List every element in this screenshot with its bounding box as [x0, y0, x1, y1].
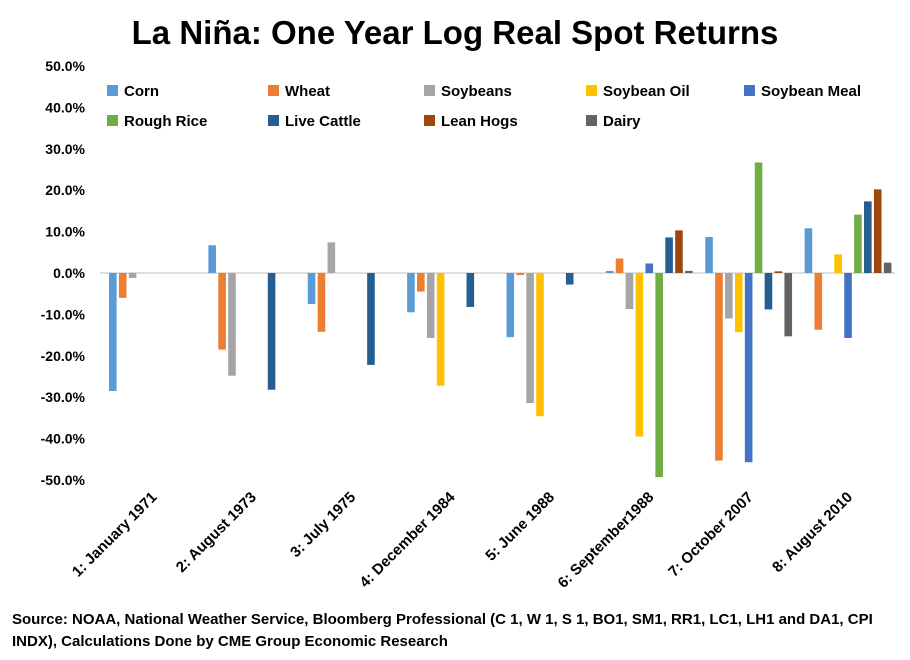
bar [436, 273, 445, 386]
bar [317, 273, 326, 332]
legend-label: Dairy [603, 113, 641, 130]
legend-label: Wheat [285, 83, 330, 100]
bar [705, 236, 713, 273]
y-tick-label: -50.0% [41, 472, 86, 488]
y-tick-label: 40.0% [45, 99, 85, 115]
y-tick-label: 20.0% [45, 182, 85, 198]
bar [417, 273, 425, 292]
x-tick-label: 5: June 1988 [482, 489, 558, 565]
legend-swatch [586, 85, 597, 96]
bar [407, 273, 415, 313]
bar [307, 273, 316, 305]
bar [516, 273, 524, 276]
source-note: Source: NOAA, National Weather Service, … [12, 611, 873, 650]
y-tick-label: -30.0% [41, 389, 86, 405]
legend-swatch [107, 115, 118, 126]
bar [864, 201, 872, 273]
bar [734, 273, 743, 333]
bar [754, 162, 763, 273]
legend-label: Rough Rice [124, 113, 207, 130]
chart-title: La Niña: One Year Log Real Spot Returns [131, 14, 779, 51]
bar [844, 273, 852, 338]
legend-swatch [744, 85, 755, 96]
bar [685, 270, 693, 273]
x-tick-label: 8: August 2010 [769, 489, 856, 576]
x-tick-label: 3: July 1975 [287, 489, 359, 561]
bar [208, 245, 216, 273]
legend-swatch [424, 115, 435, 126]
bar [635, 273, 644, 437]
y-tick-label: 30.0% [45, 141, 85, 157]
bar [367, 273, 375, 365]
bar [804, 228, 813, 273]
bar [784, 273, 793, 337]
bar [645, 263, 654, 273]
bar [744, 273, 753, 463]
x-axis: 1: January 1971 2: August 1973 3: July 197… [69, 488, 856, 591]
bar [267, 273, 276, 390]
bar [715, 273, 723, 461]
y-tick-label: -20.0% [41, 348, 86, 364]
bar [854, 214, 862, 273]
bar [675, 230, 683, 273]
bars [109, 162, 892, 478]
x-tick-label: 7: October 2007 [665, 489, 757, 581]
x-tick-label: 2: August 1973 [173, 489, 260, 576]
bar [466, 273, 475, 307]
legend-label: Soybeans [441, 83, 512, 100]
legend-label: Soybean Meal [761, 83, 861, 100]
bar [774, 271, 783, 273]
bar [883, 262, 892, 273]
legend-swatch [424, 85, 435, 96]
bar [128, 273, 137, 278]
legend-swatch [586, 115, 597, 126]
bar [834, 254, 842, 273]
y-tick-label: 10.0% [45, 224, 85, 240]
y-tick-label: 0.0% [53, 265, 85, 281]
bar [327, 242, 336, 273]
y-tick-label: 50.0% [45, 58, 85, 74]
legend-label: Lean Hogs [441, 113, 518, 130]
legend: Corn Wheat Soybeans Soybean Oil Soybean Meal… [107, 83, 861, 130]
y-tick-label: -10.0% [41, 306, 86, 322]
bar [109, 273, 117, 391]
bar [565, 273, 574, 285]
bar [218, 273, 226, 350]
bar [625, 273, 634, 310]
legend-swatch [268, 85, 279, 96]
bar [814, 273, 823, 330]
bar [526, 273, 534, 403]
x-tick-label: 4: December 1984 [356, 488, 459, 591]
legend-label: Corn [124, 83, 159, 100]
bar [426, 273, 435, 338]
bar [725, 273, 733, 319]
bar [665, 237, 673, 273]
chart-plot: 50.0% 40.0% 30.0% 20.0% 10.0% 0.0% -10.0% -20.0… [41, 58, 895, 592]
legend-label: Soybean Oil [603, 83, 690, 100]
bar [536, 273, 544, 417]
legend-label: Live Cattle [285, 113, 361, 130]
legend-swatch [107, 85, 118, 96]
bar [615, 258, 624, 273]
bar [873, 189, 882, 273]
bar [118, 273, 127, 298]
y-tick-label: -40.0% [41, 431, 86, 447]
bar [764, 273, 773, 310]
legend-swatch [268, 115, 279, 126]
x-tick-label: 6: September1988 [555, 489, 658, 592]
x-tick-label: 1: January 1971 [69, 489, 161, 581]
bar [655, 273, 663, 478]
bar [228, 273, 236, 376]
bar [605, 270, 614, 273]
bar [506, 273, 515, 338]
